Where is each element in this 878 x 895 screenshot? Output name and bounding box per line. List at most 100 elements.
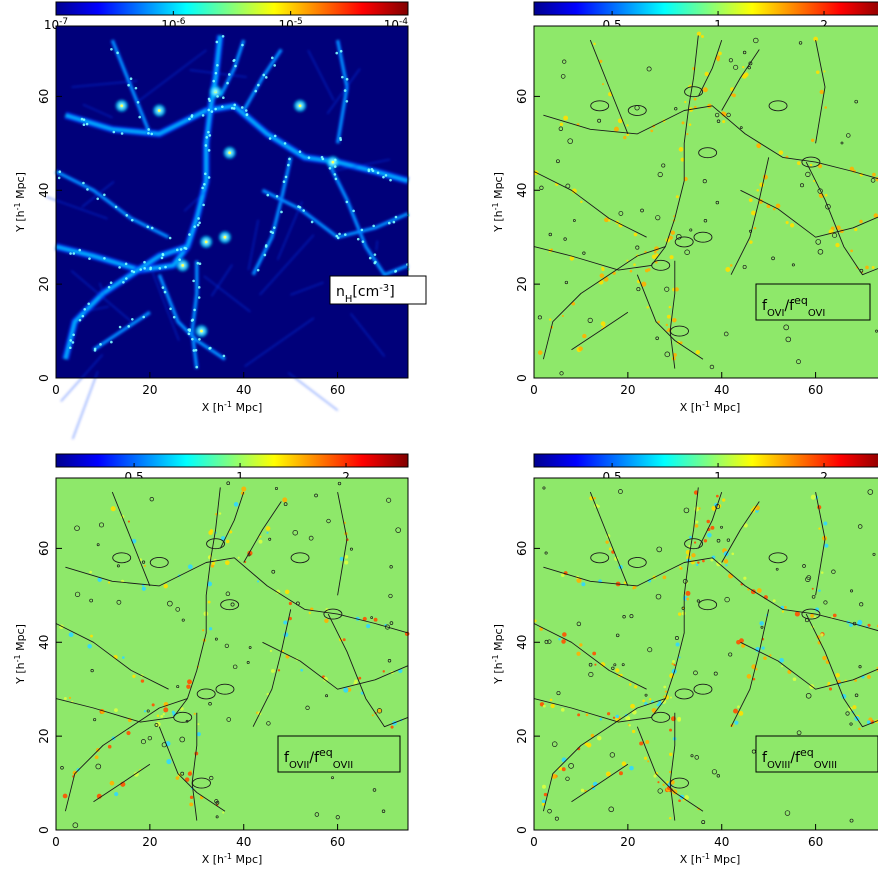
cluster-peak (331, 160, 335, 164)
ratio-blob (571, 188, 577, 194)
contour-dot (742, 50, 747, 55)
ratio-blob (645, 739, 650, 744)
contour-line (191, 712, 198, 821)
halo-dot (230, 106, 234, 110)
contour-line (740, 641, 878, 690)
ratio-blob (872, 172, 876, 177)
halo-dot (150, 132, 154, 136)
halo-dot (262, 73, 266, 77)
filament-faint (334, 158, 391, 172)
contour-dot (784, 810, 791, 816)
halo-dot (81, 314, 85, 318)
halo-dot (69, 252, 72, 255)
ratio-blob (809, 163, 813, 167)
ratio-blob (748, 198, 753, 203)
halo-dot (190, 115, 194, 118)
halo-dot (132, 270, 136, 274)
ratio-blob (678, 147, 684, 152)
ratio-blob (750, 210, 756, 216)
halo-dot (191, 337, 194, 341)
contour-dot (817, 249, 824, 255)
y-tick-label: 40 (515, 183, 529, 198)
ratio-blob (63, 696, 67, 700)
ratio-blob (647, 268, 651, 272)
contour-dot (709, 364, 715, 370)
ratio-blob (730, 264, 733, 267)
filament-core (327, 161, 409, 276)
ratio-blob (577, 713, 581, 717)
halo-dot (371, 169, 375, 173)
ratio-blob (702, 87, 708, 93)
halo-dot (204, 144, 208, 147)
ratio-blob (189, 802, 194, 807)
contour-dot (716, 538, 721, 543)
halo-dot (345, 99, 349, 103)
x-tick-label: 40 (236, 835, 251, 849)
halo-dot (116, 51, 119, 55)
x-tick-label: 20 (620, 835, 635, 849)
filament-faint (247, 219, 259, 271)
contour-dot (314, 493, 318, 498)
ratio-blob (761, 646, 765, 650)
halo-dot (214, 107, 217, 111)
ratio-blob (342, 638, 346, 642)
quantity-label-num: f (762, 298, 768, 314)
map-structure (533, 31, 878, 376)
contour-dot (621, 663, 625, 667)
ratio-blob (600, 662, 606, 667)
ratio-blob (772, 599, 776, 603)
colorbar (55, 1, 409, 16)
halo-dot (207, 130, 210, 134)
halo-dot (287, 163, 290, 167)
ratio-blob (755, 667, 758, 671)
ratio-blob (852, 705, 857, 710)
contour-dot (208, 702, 212, 706)
contour-dot (872, 552, 876, 556)
halo-dot (192, 349, 196, 352)
ratio-blob (666, 329, 669, 332)
halo-dot (134, 86, 138, 90)
ratio-blob (778, 150, 784, 155)
ratio-blob (163, 707, 169, 713)
contour-dot (657, 788, 663, 794)
colorbar-tick-base: 2 (820, 470, 828, 484)
halo-dot (143, 267, 146, 270)
ratio-blob (715, 55, 721, 60)
ratio-blob (759, 621, 764, 626)
contour-dot (674, 107, 678, 111)
ratio-blob (282, 497, 288, 503)
ratio-blob (721, 111, 727, 117)
halo-dot (169, 307, 172, 311)
y-axis-label-text: Y [h (14, 662, 27, 685)
x-tick-label: 20 (142, 383, 157, 397)
contour-dot (271, 569, 276, 574)
contour-dot (314, 812, 320, 817)
cluster-peak (204, 240, 208, 244)
ratio-blob (698, 507, 701, 510)
halo-dot (197, 296, 201, 299)
ratio-blob (813, 36, 819, 42)
contour-dot (655, 593, 662, 600)
ratio-blob (663, 685, 667, 689)
ratio-blob (686, 133, 689, 136)
quantity-label-den: f (314, 750, 320, 766)
contour-loop (670, 777, 689, 789)
contour-line (669, 712, 676, 821)
y-tick-label: 40 (515, 635, 529, 650)
contour-dot (739, 126, 743, 130)
ratio-blob (601, 83, 605, 86)
halo-dot (222, 96, 225, 100)
ratio-blob (241, 486, 247, 492)
ratio-blob (722, 120, 726, 124)
contour-dot (849, 722, 853, 726)
ratio-blob (362, 616, 367, 621)
ratio-blob (696, 31, 702, 37)
contour-dot (703, 218, 708, 223)
ratio-blob (685, 590, 691, 596)
ratio-blob (162, 713, 165, 716)
ratio-blob (849, 623, 853, 627)
ratio-blob (669, 752, 673, 757)
quantity-label-den-sub: OVIII (814, 760, 837, 771)
contour-dot (798, 41, 803, 45)
ratio-blob (677, 718, 681, 722)
